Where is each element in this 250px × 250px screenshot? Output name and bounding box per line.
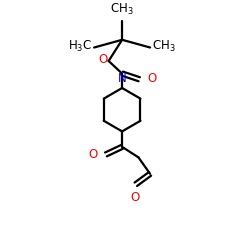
Text: O: O <box>89 148 98 161</box>
Text: O: O <box>130 191 139 204</box>
Text: CH$_3$: CH$_3$ <box>152 39 176 54</box>
Text: H$_3$C: H$_3$C <box>68 39 92 54</box>
Text: O: O <box>98 52 108 66</box>
Text: CH$_3$: CH$_3$ <box>110 2 134 17</box>
Text: N: N <box>118 72 126 85</box>
Text: O: O <box>147 72 156 85</box>
